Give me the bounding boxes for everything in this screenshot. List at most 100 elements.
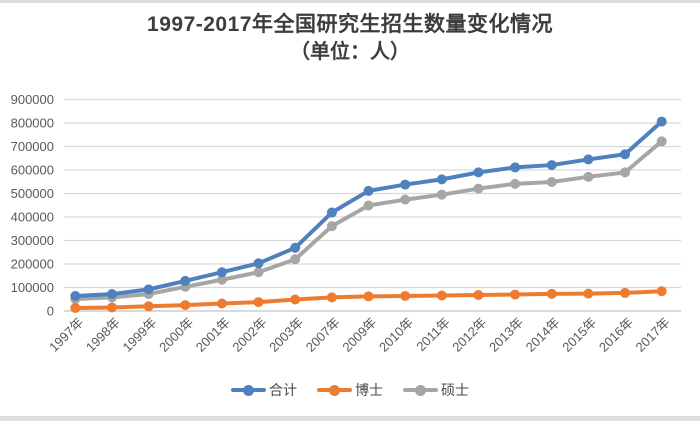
legend-label-master: 硕士 <box>441 382 469 398</box>
data-point-marker <box>473 167 484 178</box>
data-point-marker <box>656 286 667 297</box>
data-point-marker <box>180 300 191 311</box>
y-axis-tick-labels: 0 100000 200000 300000 400000 500000 600000 700… <box>11 92 54 319</box>
data-point-marker <box>583 171 594 182</box>
x-tick-label: 2009年 <box>339 315 379 355</box>
x-tick-label: 1997年 <box>46 315 86 355</box>
x-tick-label: 2011年 <box>413 315 453 355</box>
top-border-strip <box>0 0 700 3</box>
data-point-marker <box>583 288 594 299</box>
y-tick-label: 700000 <box>11 139 54 154</box>
data-point-marker <box>253 258 264 269</box>
chart-subtitle: （单位：人） <box>290 41 410 63</box>
data-point-marker <box>290 254 301 265</box>
data-point-marker <box>400 179 411 190</box>
data-point-marker <box>216 298 227 309</box>
data-point-marker <box>583 154 594 165</box>
x-tick-label: 2017年 <box>633 315 673 355</box>
plot-area: 0 100000 200000 300000 400000 500000 600000 700… <box>0 85 700 385</box>
x-tick-label: 2001年 <box>193 315 233 355</box>
x-tick-label: 2015年 <box>559 315 599 355</box>
data-point-marker <box>180 275 191 286</box>
y-tick-label: 100000 <box>11 280 54 295</box>
data-point-marker <box>106 289 117 300</box>
y-tick-label: 200000 <box>11 257 54 272</box>
x-tick-label: 2003年 <box>266 315 306 355</box>
y-tick-label: 800000 <box>11 116 54 131</box>
data-point-marker <box>216 274 227 285</box>
data-point-marker <box>656 116 667 127</box>
data-point-marker <box>436 290 447 301</box>
legend-item-total: 合计 <box>231 380 297 400</box>
data-point-marker <box>326 207 337 218</box>
data-point-marker <box>510 289 521 300</box>
circle-marker-icon <box>415 384 426 396</box>
chart-header: 1997-2017年全国研究生招生数量变化情况 （单位：人） <box>0 11 700 66</box>
line-chart: 0 100000 200000 300000 400000 500000 600000 700… <box>11 92 681 355</box>
data-point-marker <box>326 292 337 303</box>
x-tick-label: 2010年 <box>376 315 416 355</box>
doctoral-series-swatch <box>317 384 352 396</box>
data-point-marker <box>143 284 154 295</box>
bottom-border-strip <box>0 416 700 421</box>
master-series-swatch <box>403 384 438 396</box>
data-point-marker <box>473 183 484 194</box>
data-point-marker <box>253 267 264 278</box>
data-point-marker <box>546 176 557 187</box>
y-tick-label: 900000 <box>11 92 54 107</box>
legend-label-doctoral: 博士 <box>355 382 383 398</box>
data-point-marker <box>400 290 411 301</box>
x-tick-label: 2000年 <box>156 315 196 355</box>
data-point-marker <box>510 178 521 189</box>
x-tick-label: 2012年 <box>449 315 489 355</box>
data-point-marker <box>400 194 411 205</box>
series-0-group <box>70 116 667 301</box>
data-point-marker <box>70 290 81 301</box>
data-point-marker <box>546 288 557 299</box>
y-tick-label: 400000 <box>11 210 54 225</box>
x-tick-label: 2014年 <box>523 315 563 355</box>
legend-item-master: 硕士 <box>403 380 469 400</box>
data-point-marker <box>253 297 264 308</box>
legend-label-total: 合计 <box>269 382 297 398</box>
data-point-marker <box>473 290 484 301</box>
x-tick-label: 1999年 <box>119 315 159 355</box>
data-point-marker <box>510 162 521 173</box>
data-point-marker <box>290 294 301 305</box>
data-point-marker <box>363 200 374 211</box>
y-tick-label: 300000 <box>11 233 54 248</box>
y-tick-label: 0 <box>47 304 54 319</box>
total-series-swatch <box>231 384 266 396</box>
data-point-marker <box>363 291 374 302</box>
data-point-marker <box>620 149 631 160</box>
data-point-marker <box>656 136 667 147</box>
circle-marker-icon <box>243 384 254 396</box>
x-axis-tick-labels: 1997年1998年1999年2000年2001年2002年2003年2007年… <box>46 315 673 355</box>
legend-item-doctoral: 博士 <box>317 380 383 400</box>
data-point-marker <box>620 167 631 178</box>
x-tick-label: 2016年 <box>596 315 636 355</box>
x-tick-label: 1998年 <box>83 315 123 355</box>
chart-legend: 合计 博士 硕士 <box>0 380 700 400</box>
data-point-marker <box>436 174 447 185</box>
data-point-marker <box>106 302 117 313</box>
series-line-2 <box>73 139 664 302</box>
data-point-marker <box>216 267 227 278</box>
x-tick-label: 2007年 <box>303 315 343 355</box>
series-1-group <box>70 286 667 313</box>
data-point-marker <box>620 287 631 298</box>
data-point-marker <box>290 242 301 253</box>
circle-marker-icon <box>329 384 340 396</box>
data-point-marker <box>70 302 81 313</box>
x-tick-label: 2013年 <box>486 315 526 355</box>
data-point-marker <box>363 185 374 196</box>
x-tick-label: 2002年 <box>229 315 269 355</box>
y-tick-label: 500000 <box>11 186 54 201</box>
data-point-marker <box>546 160 557 171</box>
data-point-marker <box>143 301 154 312</box>
data-point-marker <box>326 221 337 232</box>
chart-title: 1997-2017年全国研究生招生数量变化情况 <box>147 13 553 36</box>
y-tick-label: 600000 <box>11 163 54 178</box>
data-point-marker <box>436 189 447 200</box>
